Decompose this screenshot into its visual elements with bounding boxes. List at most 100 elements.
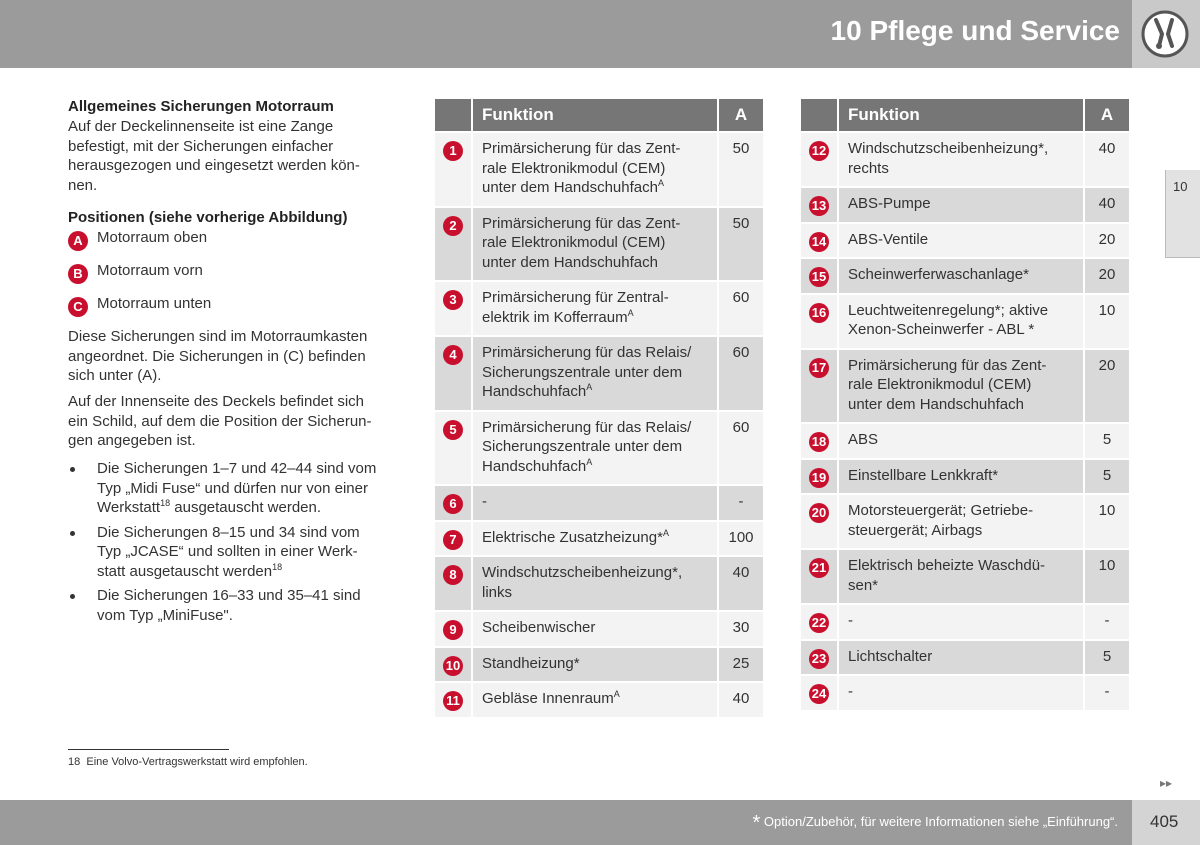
text-line: steuergerät; Airbags bbox=[848, 521, 983, 539]
superscript: A bbox=[662, 527, 669, 538]
function-cell: Lichtschalter bbox=[839, 640, 1083, 674]
function-cell: Primärsicherung für das Zent-rale Elektr… bbox=[473, 207, 717, 280]
number-cell: 24 bbox=[801, 676, 837, 710]
function-cell: ABS-Pumpe bbox=[839, 188, 1083, 222]
next-arrows: ▸▸ bbox=[1160, 776, 1173, 790]
heading: Positionen (siehe vorherige Abbildung) bbox=[68, 209, 348, 226]
footnote-rule bbox=[68, 749, 229, 750]
fuse-number: 4 bbox=[443, 345, 463, 365]
text: Handschuhfach bbox=[482, 383, 587, 400]
amp-cell: 50 bbox=[719, 207, 763, 280]
paragraph: Auf der Deckelinnenseite ist eine Zange b… bbox=[68, 117, 360, 195]
footer-text: Option/Zubehör, für weitere Informatione… bbox=[763, 814, 1118, 829]
text-line: - bbox=[848, 612, 853, 629]
table-row: 13 ABS-Pumpe 40 bbox=[801, 188, 1129, 222]
number-cell: 8 bbox=[435, 557, 471, 610]
text-line: Sicherungszentrale unter dem bbox=[482, 363, 683, 381]
fuse-table: Funktion A 1 Primärsicherung für das Zent-r… bbox=[433, 97, 765, 719]
table-row: 20 Motorsteuergerät; Getriebe-steuergerät… bbox=[801, 495, 1129, 548]
fuse-number: 24 bbox=[809, 684, 829, 704]
footer-note: * Option/Zubehör, für weitere Informatio… bbox=[752, 812, 1118, 835]
text-line: Lichtschalter bbox=[848, 647, 933, 665]
table-row: 23 Lichtschalter 5 bbox=[801, 640, 1129, 674]
text: Elektrische Zusatzheizung* bbox=[482, 528, 663, 546]
function-cell: Standheizung* bbox=[473, 647, 717, 681]
table-row: 17 Primärsicherung für das Zent-rale Elek… bbox=[801, 349, 1129, 422]
superscript: 18 bbox=[272, 561, 283, 572]
fuse-number: 8 bbox=[443, 565, 463, 585]
amp-cell: 10 bbox=[1085, 495, 1129, 548]
header-row: Funktion A bbox=[801, 99, 1129, 131]
number-cell: 11 bbox=[435, 683, 471, 717]
function-cell: Motorsteuergerät; Getriebe-steuergerät; … bbox=[839, 495, 1083, 548]
footnote: 18 Eine Volvo-Vertragswerkstatt wird emp… bbox=[68, 756, 308, 768]
text-line: - bbox=[848, 683, 853, 700]
text-line: angeordnet. Die Sicherungen in (C) befin… bbox=[68, 347, 366, 365]
table-row: 11 Gebläse InnenraumA 40 bbox=[435, 683, 763, 717]
header-cell: Funktion bbox=[473, 99, 717, 131]
page-number: 405 bbox=[1150, 812, 1179, 831]
function-cell: - bbox=[839, 676, 1083, 710]
number-cell: 4 bbox=[435, 337, 471, 410]
heading: Allgemeines Sicherungen Motorraum bbox=[68, 98, 334, 115]
amp-cell: 60 bbox=[719, 337, 763, 410]
amp-cell: - bbox=[1085, 605, 1129, 639]
table-row: 3 Primärsicherung für Zentral-elektrik im… bbox=[435, 282, 763, 335]
text-line: Windschutzscheibenheizung*, bbox=[848, 140, 1049, 157]
text: Werkstatt bbox=[97, 499, 161, 516]
table-row: 2 Primärsicherung für das Zent-rale Elekt… bbox=[435, 207, 763, 280]
text: unter dem Handschuhfach bbox=[482, 179, 658, 196]
amp-cell: 10 bbox=[1085, 550, 1129, 603]
table-row: 8 Windschutzscheibenheizung*, links 40 bbox=[435, 557, 763, 610]
function-cell: Primärsicherung für das Relais/Sicherung… bbox=[473, 411, 717, 484]
fuse-number: 6 bbox=[443, 494, 463, 514]
amp-cell: 25 bbox=[719, 647, 763, 681]
header-icon-box bbox=[1132, 0, 1200, 68]
text: elektrik im Kofferraum bbox=[482, 308, 628, 326]
text-line: Diese Sicherungen sind im Motorraumkaste… bbox=[68, 328, 368, 345]
amp-cell: 5 bbox=[1085, 459, 1129, 493]
amp-cell: 30 bbox=[719, 612, 763, 646]
amp-cell: 40 bbox=[1085, 188, 1129, 222]
table-row: 4 Primärsicherung für das Relais/Sicherun… bbox=[435, 337, 763, 410]
text-line: Windschutzscheibenheizung*, bbox=[482, 564, 683, 581]
number-cell: 6 bbox=[435, 486, 471, 520]
position-badge: C bbox=[68, 297, 88, 317]
number-cell: 16 bbox=[801, 294, 837, 348]
position-item: C Motorraum unten bbox=[68, 294, 211, 327]
number-cell: 10 bbox=[435, 647, 471, 681]
text-line: Die Sicherungen 8–15 und 34 sind vom bbox=[97, 523, 360, 541]
function-cell: Elektrisch beheizte Waschdü-sen* bbox=[839, 550, 1083, 603]
number-cell: 17 bbox=[801, 349, 837, 422]
text: Handschuhfach bbox=[482, 457, 587, 475]
text-line: rale Elektronikmodul (CEM) bbox=[848, 376, 1032, 393]
header-title: 10 Pflege und Service bbox=[830, 15, 1120, 46]
footnote-text: Eine Volvo-Vertragswerkstatt wird empfoh… bbox=[86, 756, 308, 768]
amp-cell: 20 bbox=[1085, 349, 1129, 422]
text-line: ein Schild, auf dem die Position der Sic… bbox=[68, 412, 372, 430]
function-cell: Leuchtweitenregelung*; aktive Xenon-Schei… bbox=[839, 294, 1083, 348]
fuse-number: 7 bbox=[443, 529, 463, 550]
paragraph: Auf der Innenseite des Deckels befindet … bbox=[68, 392, 372, 451]
number-cell: 13 bbox=[801, 188, 837, 222]
fuse-number: 18 bbox=[809, 432, 829, 452]
table-row: 6 - - bbox=[435, 486, 763, 520]
text-line: Auf der Deckelinnenseite ist eine Zange bbox=[68, 118, 334, 135]
side-tab-label: 10 bbox=[1173, 179, 1188, 194]
table-row: 9 Scheibenwischer 30 bbox=[435, 612, 763, 646]
text: Gebläse Innenraum bbox=[482, 690, 614, 707]
superscript: 18 bbox=[160, 498, 171, 508]
fuse-table: Funktion A 12 Windschutzscheibenheizung*, re… bbox=[799, 97, 1131, 712]
table-row: 21 Elektrisch beheizte Waschdü-sen* 10 bbox=[801, 550, 1129, 603]
function-cell: Gebläse InnenraumA bbox=[473, 683, 717, 717]
text-line: Werkstatt18 ausgetauscht werden. bbox=[97, 498, 376, 518]
footer-bar bbox=[0, 800, 1132, 845]
function-cell: ABS-Ventile bbox=[839, 223, 1083, 257]
function-cell: Scheibenwischer bbox=[473, 612, 717, 646]
amp-cell: 40 bbox=[719, 683, 763, 717]
text-line: befestigt, mit der Sicherungen einfacher bbox=[68, 137, 334, 155]
text-line: Primärsicherung für Zentral- bbox=[482, 289, 669, 306]
fuse-number: 13 bbox=[809, 196, 829, 216]
table-row: 5 Primärsicherung für das Relais/Sicherun… bbox=[435, 411, 763, 484]
number-cell: 18 bbox=[801, 424, 837, 458]
